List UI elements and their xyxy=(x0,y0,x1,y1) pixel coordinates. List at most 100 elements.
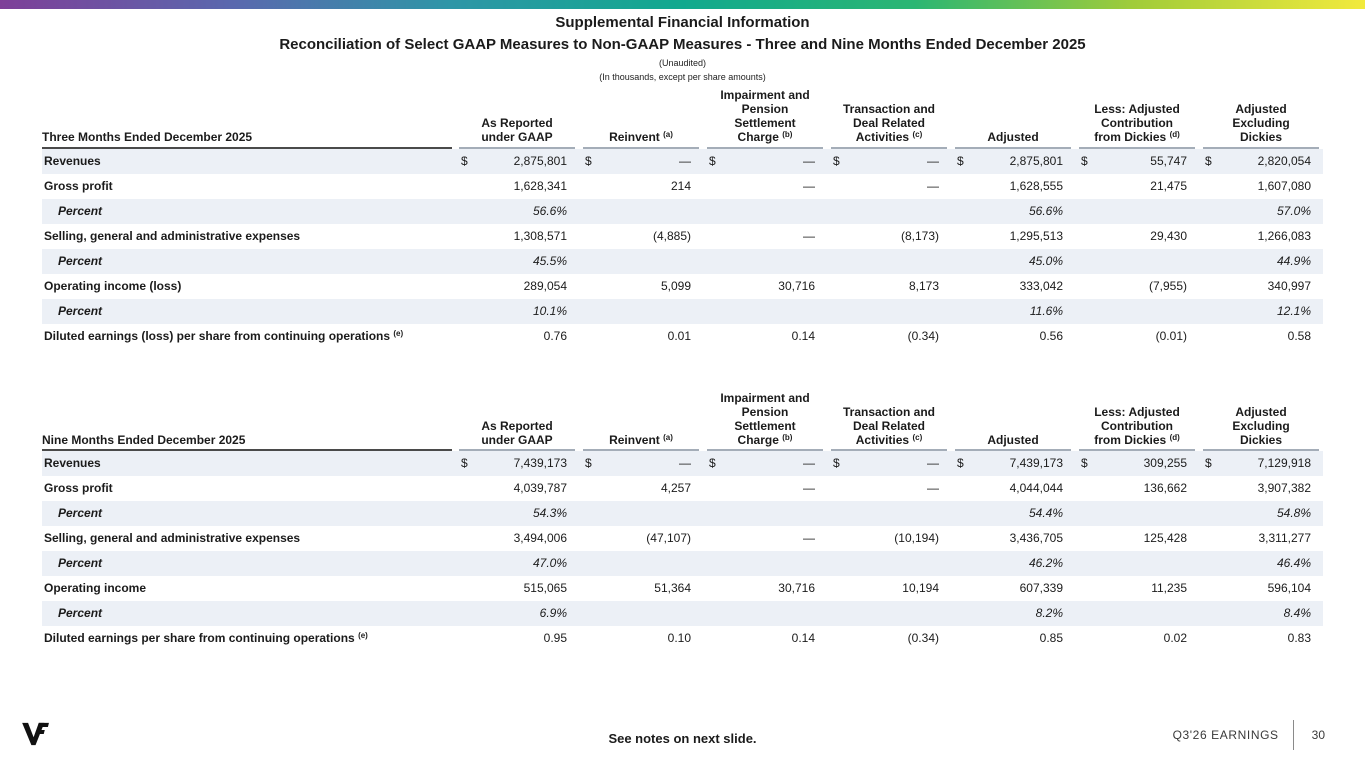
table-row: Selling, general and administrative expe… xyxy=(42,224,1323,249)
value-cell: 136,662 xyxy=(1143,481,1187,496)
value-cell xyxy=(1075,198,1199,224)
row-label: Selling, general and administrative expe… xyxy=(44,228,301,243)
value-cell: $ — xyxy=(827,451,951,477)
value-cell: 0.85 xyxy=(1039,631,1063,646)
value-cell: 44.9% xyxy=(1199,248,1323,274)
table-row: Operating income (loss) 289,054 5,099 30,71… xyxy=(42,274,1323,299)
units-note: (In thousands, except per share amounts) xyxy=(599,72,766,83)
value-cell: 0.14 xyxy=(791,328,815,343)
title-block: Supplemental Financial Information Recon… xyxy=(0,14,1365,84)
value-cell xyxy=(1075,551,1199,577)
value-cell xyxy=(579,551,703,577)
value-cell: 0.56 xyxy=(1039,328,1063,343)
table-row: Percent 47.0% 46.2% 46.4% xyxy=(42,551,1323,577)
column-header: Adjusted xyxy=(951,88,1075,149)
value-cell: 45.0% xyxy=(951,248,1075,274)
table-row: Diluted earnings (loss) per share from c… xyxy=(42,324,1323,349)
value-cell: 45.5% xyxy=(455,248,579,274)
value-cell: 3,907,382 xyxy=(1257,481,1311,496)
value-cell xyxy=(827,198,951,224)
accent-gradient-bar xyxy=(0,0,1365,9)
value-cell: 54.4% xyxy=(951,501,1075,527)
table-header-row: Three Months Ended December 2025 As Repor… xyxy=(42,88,1323,149)
row-label: Gross profit xyxy=(44,178,113,193)
row-label: Diluted earnings per share from continui… xyxy=(44,631,368,646)
value-cell: 8,173 xyxy=(908,278,939,293)
value-cell: 6.9% xyxy=(455,601,579,627)
value-cell: 1,628,341 xyxy=(513,178,567,193)
value-cell: 4,257 xyxy=(660,481,691,496)
value-cell: $7,439,173 xyxy=(455,451,579,477)
row-label: Percent xyxy=(42,551,455,577)
row-label: Diluted earnings (loss) per share from c… xyxy=(44,328,404,343)
value-cell: 1,295,513 xyxy=(1009,228,1063,243)
value-cell: $ — xyxy=(827,148,951,174)
value-cell: 0.76 xyxy=(543,328,567,343)
value-cell xyxy=(579,198,703,224)
value-cell: 5,099 xyxy=(660,278,691,293)
value-cell: 21,475 xyxy=(1150,178,1187,193)
value-cell xyxy=(1075,298,1199,324)
value-cell: (7,955) xyxy=(1148,278,1187,293)
value-cell: 47.0% xyxy=(455,551,579,577)
value-cell: 1,628,555 xyxy=(1009,178,1063,193)
column-header: Reinvent (a) xyxy=(579,391,703,452)
value-cell xyxy=(703,298,827,324)
value-cell xyxy=(703,501,827,527)
value-cell: 1,607,080 xyxy=(1257,178,1311,193)
value-cell: — xyxy=(803,178,815,193)
value-cell xyxy=(703,551,827,577)
column-header: Less: Adjusted Contribution from Dickies (… xyxy=(1075,88,1199,149)
value-cell: 1,266,083 xyxy=(1257,228,1311,243)
tables: Three Months Ended December 2025 As Repor… xyxy=(42,88,1323,651)
table-row: Revenues $2,875,801 $ — $ — $ — $2,875,801 $55,74… xyxy=(42,148,1323,174)
value-cell xyxy=(1075,601,1199,627)
column-header: Adjusted Excluding Dickies xyxy=(1199,88,1323,149)
table-row: Percent 45.5% 45.0% 44.9% xyxy=(42,248,1323,274)
slide-title: Supplemental Financial Information xyxy=(555,14,810,31)
value-cell: 340,997 xyxy=(1267,278,1311,293)
table-row: Revenues $7,439,173 $ — $ — $ — $7,439,173 $309,2… xyxy=(42,451,1323,477)
value-cell: 333,042 xyxy=(1019,278,1063,293)
value-cell: 0.83 xyxy=(1287,631,1311,646)
row-label: Percent xyxy=(42,298,455,324)
value-cell: 10.1% xyxy=(455,298,579,324)
page-number: 30 xyxy=(1311,728,1325,742)
value-cell: 51,364 xyxy=(654,581,691,596)
earnings-label: Q3'26 EARNINGS xyxy=(1172,728,1279,742)
table-row: Percent 6.9% 8.2% 8.4% xyxy=(42,601,1323,627)
value-cell: 1,308,571 xyxy=(513,228,567,243)
value-cell: 289,054 xyxy=(523,278,567,293)
value-cell: — xyxy=(803,481,815,496)
row-label: Selling, general and administrative expe… xyxy=(44,531,301,546)
value-cell: $7,439,173 xyxy=(951,451,1075,477)
financial-table: Nine Months Ended December 2025 As Report… xyxy=(42,391,1323,652)
row-label: Revenues xyxy=(42,451,455,477)
value-cell xyxy=(703,248,827,274)
value-cell: (8,173) xyxy=(900,228,939,243)
value-cell: 0.14 xyxy=(791,631,815,646)
table-row: Percent 56.6% 56.6% 57.0% xyxy=(42,198,1323,224)
table-row: Gross profit 4,039,787 4,257 — — 4,044,044 136… xyxy=(42,476,1323,501)
column-header: Reinvent (a) xyxy=(579,88,703,149)
value-cell: 0.01 xyxy=(667,328,691,343)
value-cell: 30,716 xyxy=(778,581,815,596)
value-cell xyxy=(579,501,703,527)
slide-subtitle: Reconciliation of Select GAAP Measures t… xyxy=(279,35,1086,53)
value-cell: 57.0% xyxy=(1199,198,1323,224)
value-cell: 214 xyxy=(670,178,691,193)
column-header: As Reported under GAAP xyxy=(455,391,579,452)
value-cell: $2,875,801 xyxy=(951,148,1075,174)
row-label: Operating income xyxy=(44,581,147,596)
value-cell: 596,104 xyxy=(1267,581,1311,596)
table-row: Selling, general and administrative expe… xyxy=(42,526,1323,551)
footer-right: Q3'26 EARNINGS 30 xyxy=(1173,720,1325,750)
value-cell: 3,494,006 xyxy=(513,531,567,546)
value-cell: 11,235 xyxy=(1151,581,1187,596)
value-cell: 4,039,787 xyxy=(513,481,567,496)
table-period-title: Nine Months Ended December 2025 xyxy=(42,391,455,452)
value-cell: 11.6% xyxy=(951,298,1075,324)
value-cell: $55,747 xyxy=(1075,148,1199,174)
value-cell: 56.6% xyxy=(455,198,579,224)
value-cell xyxy=(827,298,951,324)
